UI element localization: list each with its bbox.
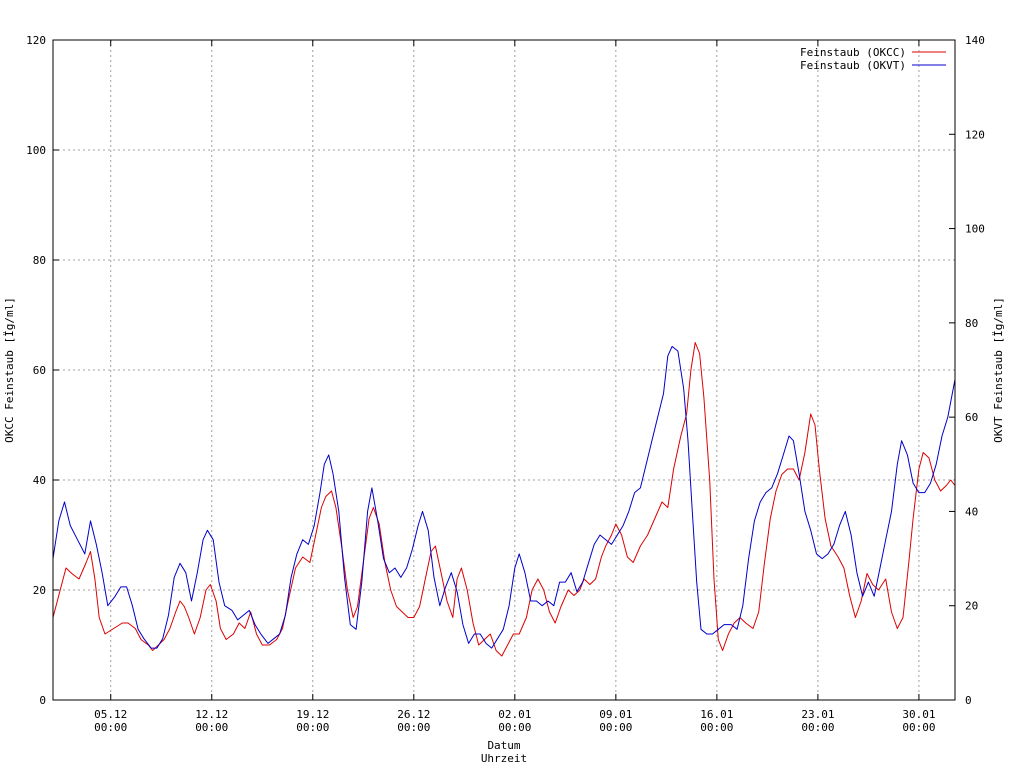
- legend-label: Feinstaub (OKCC): [800, 46, 906, 59]
- y-tick-label-left: 120: [26, 34, 46, 47]
- series-line-okcc: [52, 342, 956, 657]
- x-tick-label-time: 00:00: [902, 721, 935, 734]
- series-line-okvt: [52, 345, 956, 649]
- x-tick-label-date: 09.01: [599, 708, 632, 721]
- y-tick-label-right: 20: [965, 600, 978, 613]
- x-tick-label-time: 00:00: [599, 721, 632, 734]
- x-tick-label-date: 05.12: [94, 708, 127, 721]
- x-tick-label-date: 12.12: [195, 708, 228, 721]
- y-tick-label-left: 0: [39, 694, 46, 707]
- y-tick-label-left: 40: [33, 474, 46, 487]
- y-tick-label-right: 40: [965, 505, 978, 518]
- x-tick-label-time: 00:00: [296, 721, 329, 734]
- x-tick-label-time: 00:00: [94, 721, 127, 734]
- x-axis-label-time: Uhrzeit: [481, 752, 527, 765]
- x-tick-label-date: 26.12: [397, 708, 430, 721]
- series-lines: [52, 342, 956, 657]
- x-tick-label-date: 30.01: [902, 708, 935, 721]
- x-tick-label-date: 19.12: [296, 708, 329, 721]
- x-axis-label: Datum: [487, 739, 520, 752]
- x-tick-label-date: 16.01: [700, 708, 733, 721]
- y-tick-label-right: 0: [965, 694, 972, 707]
- y-tick-label-right: 100: [965, 223, 985, 236]
- axis-ticks: 02040608010012002040608010012014005.1200…: [26, 34, 985, 734]
- x-tick-label-time: 00:00: [195, 721, 228, 734]
- x-tick-label-time: 00:00: [397, 721, 430, 734]
- y-tick-label-right: 120: [965, 128, 985, 141]
- y-tick-label-left: 60: [33, 364, 46, 377]
- x-tick-label-date: 23.01: [801, 708, 834, 721]
- y-tick-label-left: 80: [33, 254, 46, 267]
- y-tick-label-right: 60: [965, 411, 978, 424]
- y-tick-label-right: 140: [965, 34, 985, 47]
- y-axis-label-right: OKVT Feinstaub [Ïg/ml]: [992, 297, 1005, 443]
- y-axis-label-left: OKCC Feinstaub [Ïg/ml]: [3, 297, 16, 443]
- x-tick-label-time: 00:00: [498, 721, 531, 734]
- x-tick-label-date: 02.01: [498, 708, 531, 721]
- x-tick-label-time: 00:00: [700, 721, 733, 734]
- x-tick-label-time: 00:00: [801, 721, 834, 734]
- y-tick-label-left: 20: [33, 584, 46, 597]
- legend-label: Feinstaub (OKVT): [800, 59, 906, 72]
- legend: Feinstaub (OKCC)Feinstaub (OKVT): [800, 46, 946, 72]
- y-tick-label-left: 100: [26, 144, 46, 157]
- y-tick-label-right: 80: [965, 317, 978, 330]
- grid-lines: [53, 40, 955, 700]
